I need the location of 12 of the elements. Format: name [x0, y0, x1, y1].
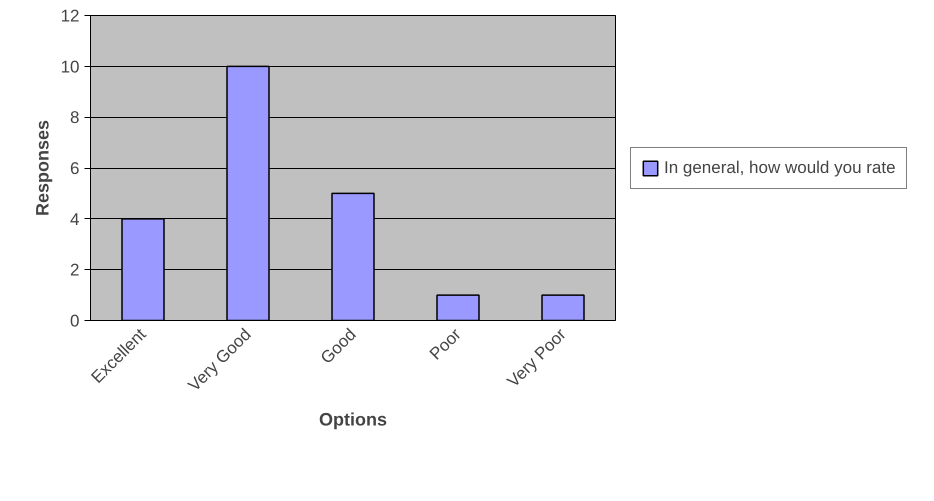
y-tick-label: 6	[70, 159, 80, 178]
bar	[541, 294, 585, 320]
x-axis-title: Options	[319, 410, 388, 430]
y-tick-label: 2	[70, 260, 80, 280]
legend-label: In general, how would you rate	[664, 158, 896, 178]
y-tick-label: 12	[60, 6, 80, 26]
y-tick-label: 4	[70, 210, 80, 229]
y-axis-title: Responses	[32, 120, 53, 216]
bar	[436, 294, 480, 320]
y-tick-label: 8	[70, 108, 80, 128]
y-tick-label: 10	[60, 57, 80, 76]
y-tick-label: 0	[70, 312, 80, 330]
